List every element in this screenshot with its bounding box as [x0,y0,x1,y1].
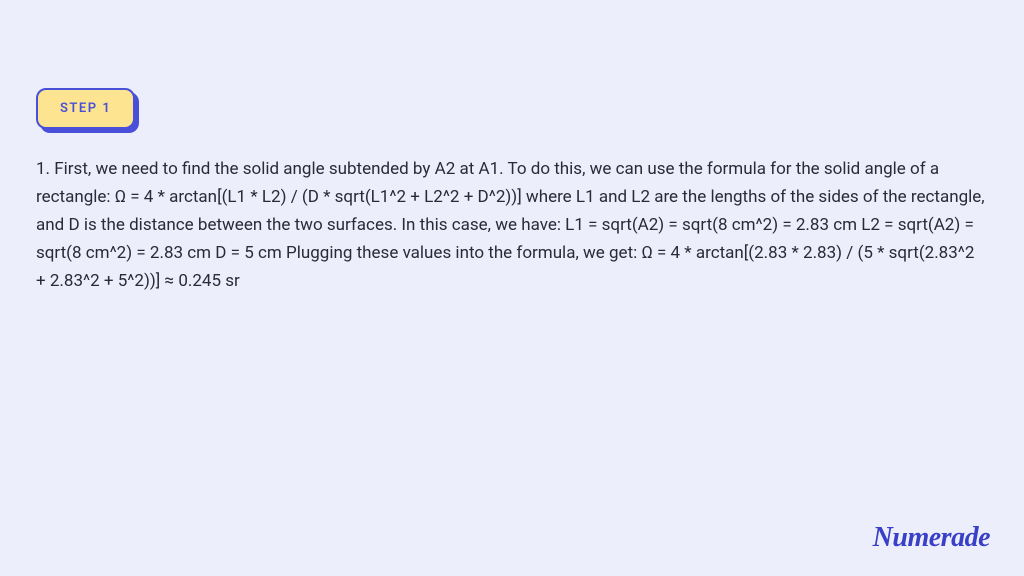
step-body-text: 1. First, we need to find the solid angl… [36,155,988,295]
brand-logo: Numerade [873,522,990,554]
step-badge: STEP 1 [36,88,135,129]
step-content: STEP 1 1. First, we need to find the sol… [0,0,1024,295]
step-badge-label: STEP 1 [60,101,111,116]
